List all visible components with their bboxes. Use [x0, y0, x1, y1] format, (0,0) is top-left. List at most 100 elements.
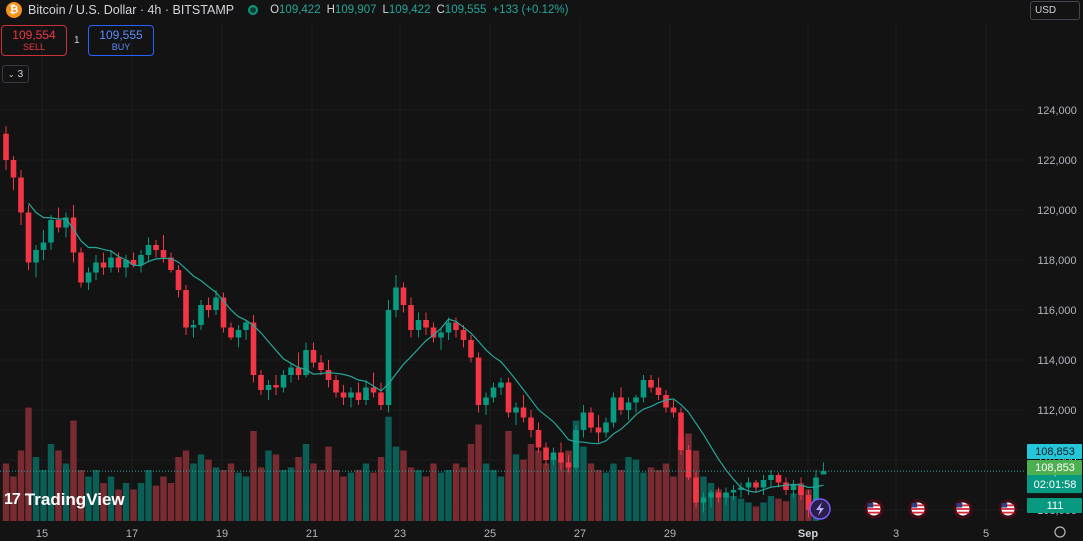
volume-bar: [737, 498, 745, 522]
candle-body: [423, 320, 429, 328]
flag-canton: [867, 503, 874, 508]
volume-bar: [610, 463, 617, 522]
volume-bar: [227, 463, 235, 522]
buy-button[interactable]: 109,555 BUY: [88, 25, 154, 56]
candle-body: [378, 392, 384, 405]
order-quantity[interactable]: 1: [74, 35, 80, 46]
symbol-title[interactable]: Bitcoin / U.S. Dollar · 4h · BITSTAMP: [28, 3, 235, 17]
volume-bar: [167, 483, 175, 522]
volume-bar: [437, 472, 445, 522]
candle-body: [175, 270, 182, 290]
candle-body: [430, 327, 437, 338]
high-label: H: [326, 4, 335, 16]
price-axis-background: [1025, 20, 1083, 520]
currency-selector[interactable]: USD: [1030, 1, 1080, 20]
chevron-down-icon: ⌄: [7, 69, 15, 79]
ohlc-legend: O109,422 H109,907 L109,422 C109,555 +133 (+0…: [270, 4, 574, 16]
volume-bar: [197, 454, 205, 522]
volume-bar: [280, 470, 287, 522]
market-status-icon[interactable]: [248, 5, 259, 15]
volume-bar: [392, 446, 400, 522]
flag-canton: [1001, 503, 1008, 508]
volume-bar: [370, 472, 377, 522]
candle-body: [415, 320, 422, 330]
volume-bar: [475, 424, 482, 522]
candle-body: [258, 375, 264, 390]
candle-body: [385, 310, 392, 405]
volume-bar: [602, 472, 610, 522]
candle-body: [738, 487, 744, 490]
candle-body: [475, 357, 482, 405]
candle-body: [648, 380, 654, 388]
candle-body: [783, 482, 789, 490]
candle-body: [168, 257, 174, 270]
candle-body: [528, 417, 534, 430]
price-tick-label: 118,000: [1038, 255, 1077, 267]
volume-bar: [152, 485, 160, 522]
volume-tag-text: 111: [1047, 500, 1064, 512]
flag-canton: [911, 503, 918, 508]
volume-bar: [107, 476, 115, 522]
volume-bar: [760, 502, 767, 522]
time-tick-label: 21: [306, 528, 318, 540]
flag-stripe: [867, 511, 881, 514]
candle-body: [798, 485, 804, 495]
candle-body: [640, 380, 647, 398]
candle-body: [115, 257, 122, 268]
candle-body: [535, 430, 542, 448]
candle-body: [663, 395, 669, 408]
lightning-bolt-icon: [816, 502, 824, 516]
volume-bar: [565, 450, 572, 522]
volume-bar: [250, 431, 257, 522]
volume-bar: [775, 498, 782, 522]
tradingview-wordmark: TradingView: [24, 490, 125, 509]
candle-body: [625, 402, 632, 410]
price-tick-label: 116,000: [1038, 305, 1077, 317]
sell-button[interactable]: 109,554 SELL: [1, 25, 67, 56]
ask-price-tag-background: [1027, 444, 1082, 459]
candle-body: [768, 475, 774, 480]
candle-body: [813, 477, 819, 510]
volume-bar: [490, 470, 497, 522]
candle-body: [565, 462, 572, 468]
volume-bar: [670, 476, 677, 522]
candle-body: [603, 422, 609, 433]
candle-body: [325, 370, 332, 380]
volume-bar: [332, 470, 340, 522]
volume-bar: [377, 457, 385, 522]
candle-body: [400, 287, 407, 305]
candle-body: [363, 387, 369, 400]
candle-body: [198, 305, 204, 325]
candle-body: [490, 387, 497, 398]
volume-bar: [302, 444, 310, 522]
candlestick-series: [3, 126, 827, 518]
volume-bar: [505, 431, 512, 522]
flag-stripe: [867, 508, 881, 510]
time-tick-label: 25: [484, 528, 496, 540]
last-price-tag-text: 02:01:58: [1034, 479, 1077, 491]
volume-bar: [295, 457, 302, 522]
price-tick-label: 120,000: [1037, 205, 1077, 217]
volume-bar: [257, 467, 265, 522]
us-flag-event-icon: [953, 499, 973, 519]
candle-body: [610, 397, 617, 423]
volume-bar: [92, 470, 100, 522]
volume-bar: [265, 450, 272, 522]
volume-bar: [47, 444, 55, 522]
candle-body: [318, 362, 324, 370]
candle-body: [3, 133, 9, 160]
volume-bar: [40, 470, 47, 522]
indicators-toggle-button[interactable]: ⌄ 3: [2, 65, 29, 83]
candle-body: [498, 382, 504, 388]
candle-body: [25, 212, 32, 263]
time-axis-background: [0, 521, 1083, 541]
volume-tag-background: [1027, 498, 1082, 513]
volume-bar: [655, 470, 662, 522]
candle-body: [355, 392, 362, 400]
low-value: 109,422: [388, 4, 431, 16]
candle-body: [93, 262, 99, 273]
time-tick-label: 19: [216, 528, 228, 540]
volume-bar: [587, 463, 595, 522]
candle-body: [145, 245, 152, 255]
